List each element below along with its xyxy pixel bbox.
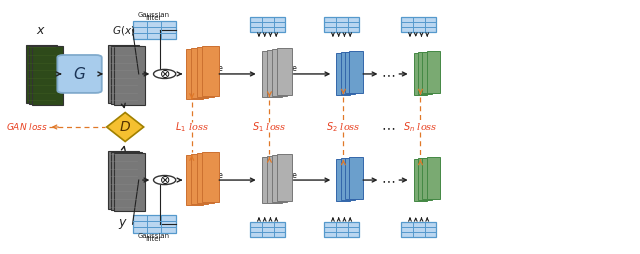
Polygon shape (107, 113, 143, 141)
Bar (413, 159, 428, 201)
Bar (114, 46, 145, 104)
Bar (202, 46, 220, 96)
Bar (111, 152, 142, 210)
Text: $\cdots$: $\cdots$ (381, 173, 396, 187)
Text: Gaussian: Gaussian (138, 233, 170, 239)
Text: down: down (273, 60, 294, 69)
Bar (262, 157, 277, 203)
Text: $\otimes$: $\otimes$ (159, 174, 170, 187)
Bar (427, 51, 440, 92)
Text: sample: sample (270, 65, 298, 73)
Bar (26, 45, 57, 103)
Text: $\cdots$: $\cdots$ (381, 67, 396, 81)
Text: sample: sample (196, 65, 223, 73)
Text: down: down (273, 166, 294, 175)
Bar (336, 159, 351, 201)
Text: sample: sample (270, 170, 298, 180)
Bar (111, 46, 142, 104)
Bar (422, 52, 436, 93)
Bar (186, 49, 203, 99)
Bar (401, 222, 436, 237)
Text: $G$: $G$ (73, 66, 86, 82)
Bar (345, 52, 359, 93)
Bar (345, 158, 359, 199)
Bar (108, 151, 139, 209)
Bar (186, 155, 203, 205)
Bar (196, 153, 214, 203)
Bar (271, 155, 287, 202)
Bar (267, 156, 282, 203)
Bar (340, 52, 355, 94)
Text: $y$: $y$ (118, 217, 128, 231)
Bar (427, 157, 440, 199)
Bar (29, 46, 60, 104)
Bar (418, 158, 431, 200)
Text: $L_1$ loss: $L_1$ loss (175, 120, 209, 134)
Bar (336, 53, 351, 95)
Bar (250, 17, 285, 32)
Bar (108, 45, 139, 103)
Bar (132, 21, 176, 39)
Text: filter: filter (146, 15, 163, 21)
Text: $G(x)$: $G(x)$ (111, 24, 135, 37)
Text: $S_1$ loss: $S_1$ loss (252, 120, 287, 134)
Text: sample: sample (196, 170, 223, 180)
Bar (132, 215, 176, 233)
Bar (349, 157, 364, 199)
Circle shape (154, 176, 176, 185)
Circle shape (154, 69, 176, 78)
Bar (276, 154, 292, 201)
Text: $x$: $x$ (36, 24, 46, 37)
Bar (271, 49, 287, 96)
Bar (324, 17, 360, 32)
FancyBboxPatch shape (58, 55, 102, 93)
Bar (250, 222, 285, 237)
Bar (349, 51, 364, 92)
Text: down: down (199, 60, 220, 69)
Bar (267, 50, 282, 97)
Bar (324, 222, 360, 237)
Bar (191, 48, 209, 98)
Bar (196, 47, 214, 97)
Bar (262, 51, 277, 97)
Bar (32, 46, 63, 104)
Bar (422, 158, 436, 199)
Bar (191, 154, 209, 204)
Text: $D$: $D$ (119, 120, 131, 134)
Text: $\cdots$: $\cdots$ (381, 120, 396, 134)
Bar (202, 152, 220, 202)
Text: $S_2$ loss: $S_2$ loss (326, 120, 361, 134)
Text: $S_n$ loss: $S_n$ loss (403, 120, 438, 134)
Bar (413, 53, 428, 95)
Bar (401, 17, 436, 32)
Text: filter: filter (146, 236, 163, 242)
Bar (340, 158, 355, 200)
Text: Gaussian: Gaussian (138, 12, 170, 18)
Bar (114, 152, 145, 211)
Bar (418, 52, 431, 94)
Text: $\otimes$: $\otimes$ (159, 68, 170, 81)
Text: $GAN\ loss$: $GAN\ loss$ (6, 121, 47, 133)
Text: down: down (199, 166, 220, 175)
Bar (276, 48, 292, 95)
